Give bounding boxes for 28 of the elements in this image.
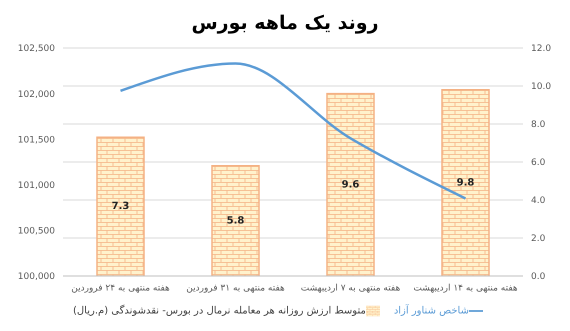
data-label: 9.8 (456, 177, 474, 188)
y2-tick-label: 0.0 (531, 272, 546, 282)
y2-tick-label: 12.0 (531, 44, 552, 54)
legend-label: متوسط ارزش روزانه هر معامله نرمال در بورس- نقدشوندگی (م.ریال) (73, 306, 366, 317)
y-tick-label: 102,500 (18, 44, 56, 54)
legend-label: شاخص شناور آزاد (394, 306, 469, 317)
data-label: 5.8 (226, 215, 244, 226)
bar (96, 136, 145, 276)
data-label: 7.3 (112, 201, 130, 212)
x-tick-label: هفته منتهی به ۱۴ اردیبهشت (413, 283, 518, 294)
y2-tick-label: 8.0 (531, 120, 546, 130)
y2-tick-label: 6.0 (531, 158, 546, 168)
y2-tick-label: 4.0 (531, 196, 546, 206)
y2-tick-label: 2.0 (531, 234, 546, 244)
data-label: 9.6 (342, 179, 360, 190)
y-tick-label: 100,000 (18, 272, 56, 282)
x-tick-label: هفته منتهی به ۲۴ فروردین (71, 283, 170, 294)
bar (441, 89, 490, 276)
x-tick-label: هفته منتهی به ۷ اردیبهشت (300, 283, 400, 294)
y-tick-label: 101,000 (18, 180, 56, 191)
bar (211, 165, 260, 276)
x-tick-label: هفته منتهی به ۳۱ فروردین (186, 283, 286, 294)
y-tick-label: 100,500 (18, 226, 56, 237)
bar (326, 92, 375, 276)
chart-title: روند یک ماهه بورس (190, 11, 380, 36)
y-tick-label: 102,000 (18, 90, 56, 100)
y-tick-label: 101,500 (18, 135, 56, 146)
y2-tick-label: 10.0 (531, 82, 552, 92)
